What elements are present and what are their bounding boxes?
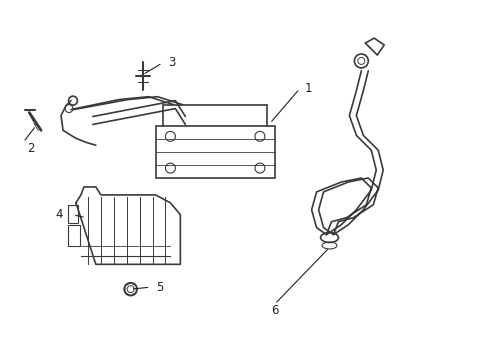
Text: 6: 6 bbox=[271, 305, 279, 318]
Text: 2: 2 bbox=[27, 142, 35, 155]
Text: 1: 1 bbox=[305, 82, 312, 95]
Text: 3: 3 bbox=[169, 57, 176, 69]
Text: 4: 4 bbox=[55, 208, 63, 221]
Text: 5: 5 bbox=[156, 281, 164, 294]
